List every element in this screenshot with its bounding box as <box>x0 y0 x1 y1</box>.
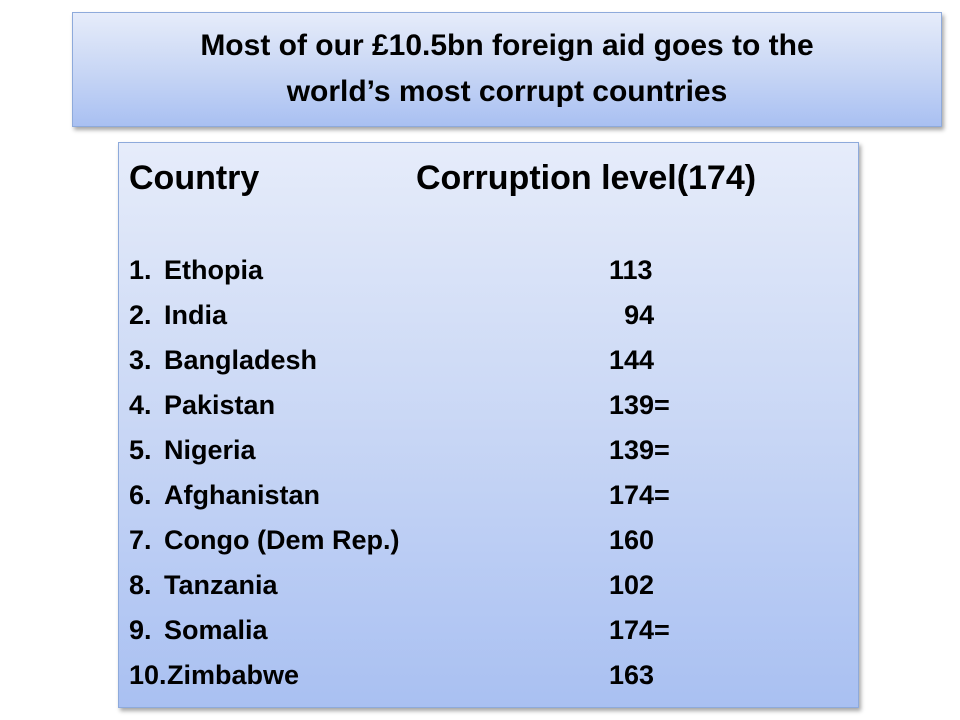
country-name: Somalia <box>164 615 268 645</box>
country-name: Congo (Dem Rep.) <box>164 525 400 555</box>
corruption-level: 174= <box>609 615 670 645</box>
corruption-level: 144 <box>609 345 655 375</box>
rank: 4. <box>129 390 152 420</box>
corruption-level: 113 <box>609 255 653 285</box>
corruption-level: 139= <box>609 435 670 465</box>
country-name: Tanzania <box>164 570 278 600</box>
title-line: Most of our £10.5bn foreign aid goes to … <box>200 29 814 62</box>
country-name: Nigeria <box>164 435 256 465</box>
country-name: Afghanistan <box>164 480 321 510</box>
corruption-level: 160 <box>609 525 655 555</box>
table-box: Country Corruption level(174) 1. Ethopia 1… <box>118 142 859 708</box>
country-name: Pakistan <box>164 390 276 420</box>
rank: 8. <box>129 570 152 600</box>
corruption-level: 102 <box>609 570 655 600</box>
corruption-level: 94 <box>624 300 655 330</box>
rank: 5. <box>129 435 152 465</box>
rank: 2. <box>129 300 152 330</box>
corruption-level: 174= <box>609 480 670 510</box>
title-box: Most of our £10.5bn foreign aid goes to … <box>72 12 942 127</box>
corruption-level: 163 <box>609 660 655 690</box>
rank: 1. <box>129 255 152 285</box>
rank: 3. <box>129 345 152 375</box>
corruption-level: 139= <box>609 390 670 420</box>
rank: 10. <box>129 660 167 690</box>
rank: 7. <box>129 525 152 555</box>
header-cell: Country <box>129 159 260 197</box>
country-name: India <box>164 300 228 330</box>
title-line: world’s most corrupt countries <box>286 75 728 108</box>
rank: 9. <box>129 615 152 645</box>
rank: 6. <box>129 480 152 510</box>
country-name: Zimbabwe <box>167 660 300 690</box>
header-cell: Corruption level(174) <box>416 159 757 197</box>
country-name: Bangladesh <box>164 345 318 375</box>
country-name: Ethopia <box>164 255 263 285</box>
